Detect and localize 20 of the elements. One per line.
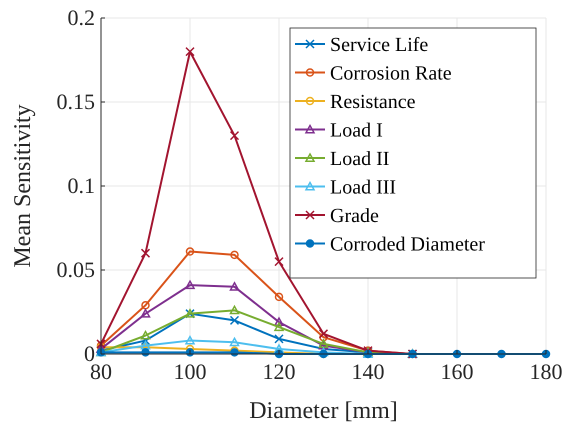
x-axis-title: Diameter [mm] bbox=[249, 398, 398, 424]
y-axis-title: Mean Sensitivity bbox=[10, 104, 36, 268]
legend-label: Resistance bbox=[330, 91, 416, 113]
y-tick-label: 0.15 bbox=[56, 89, 95, 114]
legend-label: Corrosion Rate bbox=[330, 62, 452, 84]
legend-label: Service Life bbox=[330, 34, 428, 56]
legend-label: Load I bbox=[330, 120, 383, 142]
y-tick-label: 0 bbox=[84, 341, 95, 366]
legend-label: Load III bbox=[330, 176, 396, 198]
x-tick-label: 140 bbox=[352, 359, 384, 384]
x-tick-label: 180 bbox=[530, 359, 562, 384]
y-tick-label: 0.1 bbox=[68, 173, 95, 198]
x-tick-label: 120 bbox=[262, 359, 296, 384]
x-tick-label: 160 bbox=[440, 359, 474, 384]
y-tick-label: 0.2 bbox=[68, 5, 95, 30]
legend-label: Load II bbox=[330, 148, 390, 170]
x-tick-label: 100 bbox=[174, 359, 206, 384]
legend-label: Grade bbox=[330, 205, 379, 227]
legend-label: Corroded Diameter bbox=[330, 234, 486, 256]
y-tick-label: 0.05 bbox=[56, 257, 95, 282]
